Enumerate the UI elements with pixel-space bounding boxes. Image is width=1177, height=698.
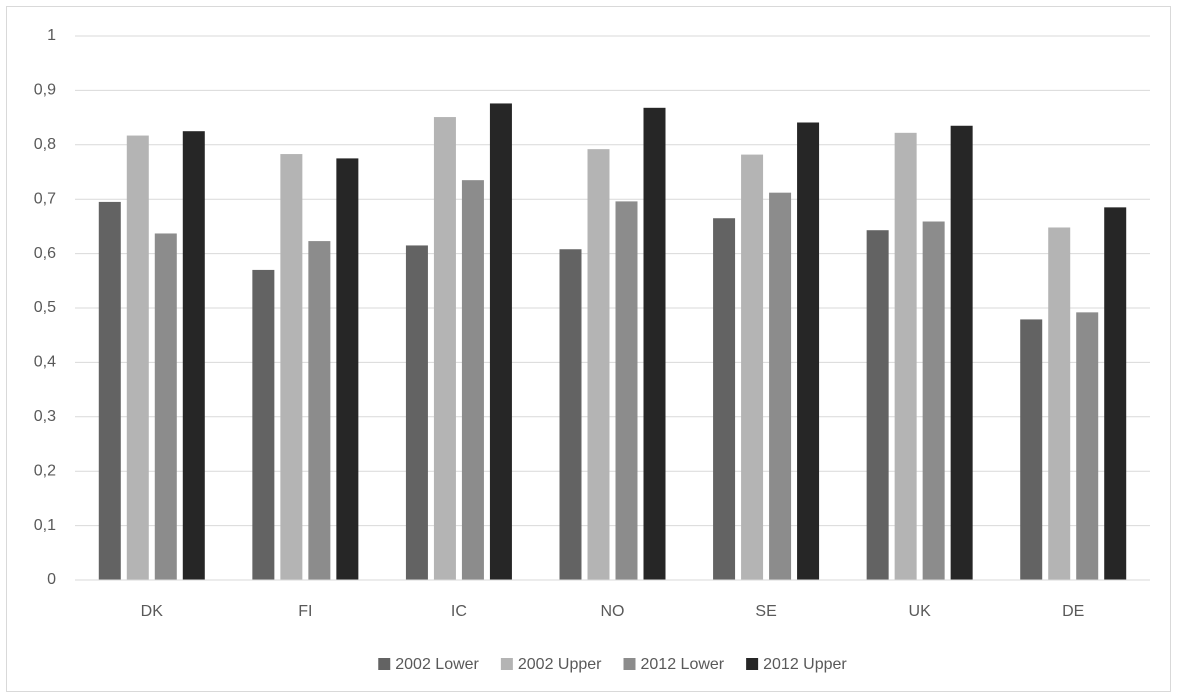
legend-label: 2002 Lower <box>395 656 479 673</box>
y-tick-label: 0,8 <box>34 136 56 153</box>
legend-label: 2012 Upper <box>763 656 847 673</box>
x-tick-label: NO <box>601 603 625 620</box>
bar <box>615 201 638 580</box>
bar <box>461 180 484 580</box>
x-tick-label: SE <box>755 603 776 620</box>
legend-swatch <box>500 658 513 670</box>
bar <box>336 158 359 580</box>
bar <box>922 221 945 580</box>
x-tick-label: FI <box>298 603 312 620</box>
bar <box>308 241 331 580</box>
bar <box>433 117 456 580</box>
bar <box>643 107 666 581</box>
y-tick-label: 0,2 <box>34 462 56 479</box>
bar <box>1076 312 1099 580</box>
bar <box>252 269 275 580</box>
y-tick-label: 0,6 <box>34 245 56 262</box>
bar <box>1048 227 1071 580</box>
bar <box>950 125 973 580</box>
bar <box>894 132 917 580</box>
y-tick-label: 0,5 <box>34 299 56 316</box>
x-tick-label: DK <box>141 603 164 620</box>
bar <box>741 154 764 581</box>
bar <box>1020 319 1043 580</box>
bar <box>489 103 512 581</box>
y-tick-label: 0,9 <box>34 82 56 99</box>
bar <box>1104 207 1127 581</box>
bar <box>713 218 736 581</box>
bar <box>797 122 820 580</box>
y-tick-label: 0,3 <box>34 408 56 425</box>
x-tick-label: DE <box>1062 603 1084 620</box>
bar <box>866 230 889 580</box>
bar <box>559 249 582 581</box>
legend-label: 2002 Upper <box>518 656 602 673</box>
bar <box>182 131 205 580</box>
y-tick-label: 0 <box>47 571 56 588</box>
bar <box>154 233 177 581</box>
legend-label: 2012 Lower <box>641 656 725 673</box>
legend-swatch <box>746 658 759 670</box>
x-tick-label: IC <box>451 603 467 620</box>
x-tick-label: UK <box>909 603 932 620</box>
y-tick-label: 1 <box>47 27 56 44</box>
bar <box>405 245 428 580</box>
bar <box>280 154 303 580</box>
bar <box>587 149 610 581</box>
y-tick-label: 0,1 <box>34 517 56 534</box>
bar <box>98 201 121 581</box>
legend-swatch <box>378 658 391 670</box>
legend-swatch <box>623 658 636 670</box>
y-tick-label: 0,4 <box>34 354 56 371</box>
y-tick-label: 0,7 <box>34 190 56 207</box>
bar <box>769 192 792 580</box>
bar <box>126 135 149 580</box>
